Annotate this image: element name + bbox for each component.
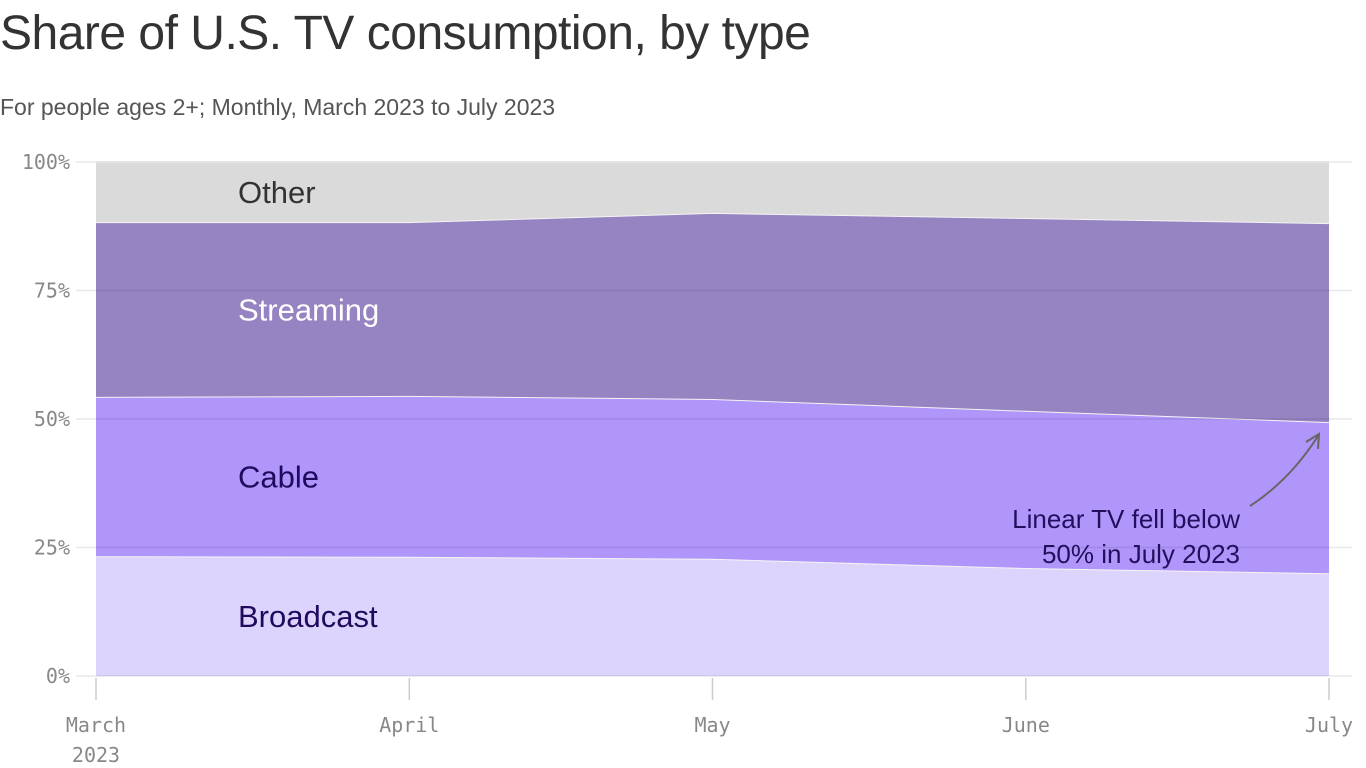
- x-tick-label: April: [379, 713, 439, 737]
- annotation-line-2: 50% in July 2023: [1042, 539, 1240, 569]
- chart-subtitle: For people ages 2+; Monthly, March 2023 …: [0, 94, 556, 120]
- y-axis: 0% 25% 50% 75% 100%: [22, 150, 70, 688]
- areas: [95, 161, 1330, 676]
- series-label-streaming: Streaming: [238, 293, 379, 328]
- annotation: Linear TV fell below 50% in July 2023: [1012, 432, 1321, 569]
- x-tick-label: 2023: [72, 743, 120, 767]
- series-label-cable: Cable: [238, 460, 319, 495]
- gridlines: [76, 161, 1352, 677]
- series-labels: Broadcast Cable Streaming Other: [238, 175, 379, 634]
- chart-title: Share of U.S. TV consumption, by type: [0, 7, 811, 60]
- annotation-line-1: Linear TV fell below: [1012, 504, 1240, 534]
- area-cable: [96, 395, 1329, 574]
- y-tick-label: 50%: [34, 407, 70, 431]
- series-label-other: Other: [238, 175, 316, 210]
- annotation-arrowhead: [1305, 432, 1321, 450]
- y-tick-label: 25%: [34, 536, 70, 560]
- y-tick-label: 75%: [34, 279, 70, 303]
- y-tick-label: 100%: [22, 150, 70, 174]
- x-axis: March 2023 April May June July: [66, 678, 1353, 767]
- area-streaming: [96, 212, 1329, 423]
- area-broadcast: [96, 556, 1329, 676]
- annotation-arrow: [1249, 435, 1319, 507]
- series-label-broadcast: Broadcast: [238, 599, 378, 634]
- x-tick-label: May: [694, 713, 730, 737]
- y-tick-label: 0%: [46, 664, 70, 688]
- area-other: [96, 162, 1329, 224]
- x-tick-label: June: [1002, 713, 1050, 737]
- x-tick-label: July: [1305, 713, 1353, 737]
- x-tick-label: March: [66, 713, 126, 737]
